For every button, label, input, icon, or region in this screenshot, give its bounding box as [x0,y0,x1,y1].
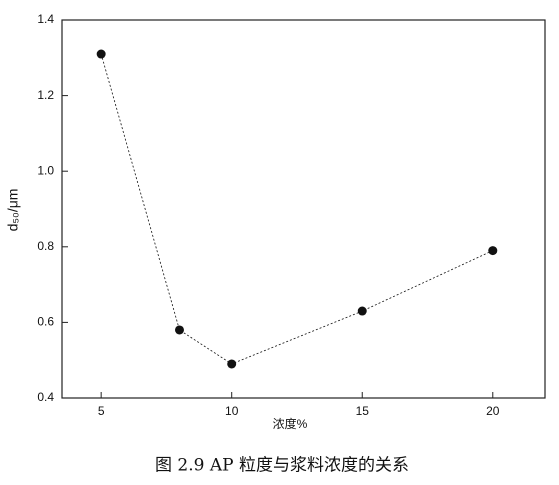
y-tick-label: 1.4 [37,12,54,26]
data-point [357,306,367,316]
y-tick-label: 1.2 [37,88,54,102]
y-tick-label: 1.0 [37,163,54,177]
x-axis-label: 浓度% [273,416,308,431]
data-point [174,325,184,335]
data-point [488,246,498,256]
x-tick-label: 10 [225,404,239,418]
data-line [100,53,493,365]
x-tick-label: 15 [356,404,370,418]
data-point [96,49,106,59]
plot-frame [61,19,546,399]
data-point [227,359,237,369]
caption: 图 2.9 AP 粒度与浆料浓度的关系 [155,456,409,476]
y-axis-label: d₅₀/μm [5,189,21,232]
y-tick-label: 0.4 [37,390,54,404]
x-tick-label: 20 [486,404,500,418]
x-tick-label: 5 [98,404,105,418]
y-tick-label: 0.6 [37,315,54,329]
y-tick-label: 0.8 [37,239,54,253]
